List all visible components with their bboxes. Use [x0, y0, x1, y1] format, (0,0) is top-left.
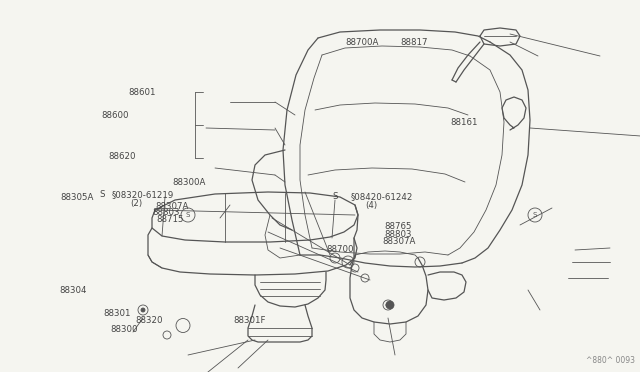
Text: 88300A: 88300A: [173, 178, 206, 187]
Text: 88161: 88161: [450, 118, 477, 127]
Text: 88600: 88600: [101, 111, 129, 120]
Circle shape: [386, 301, 394, 309]
Text: 88817: 88817: [400, 38, 428, 47]
Text: 88320: 88320: [136, 316, 163, 325]
Text: §08420-61242: §08420-61242: [351, 192, 413, 201]
Text: (2): (2): [130, 199, 142, 208]
Circle shape: [141, 308, 145, 312]
Text: 88715: 88715: [157, 215, 184, 224]
Text: 88700A: 88700A: [346, 38, 379, 47]
Text: 88803: 88803: [384, 230, 412, 239]
Circle shape: [386, 303, 390, 307]
Text: S: S: [100, 190, 106, 199]
Text: 88304: 88304: [59, 286, 86, 295]
Text: 88307A: 88307A: [155, 202, 188, 211]
Text: 88301F: 88301F: [234, 316, 266, 325]
Text: 88803: 88803: [152, 208, 180, 217]
Text: §08320-61219: §08320-61219: [112, 190, 174, 199]
Text: 88620: 88620: [109, 152, 136, 161]
Text: S: S: [186, 212, 190, 218]
Text: 88765: 88765: [384, 222, 412, 231]
Text: 88301: 88301: [104, 309, 131, 318]
Text: S: S: [333, 192, 339, 201]
Text: 88700: 88700: [326, 245, 354, 254]
Text: 88300: 88300: [110, 325, 138, 334]
Text: (4): (4): [365, 201, 377, 210]
Text: 88307A: 88307A: [383, 237, 416, 246]
Text: 88305A: 88305A: [60, 193, 93, 202]
Text: S: S: [533, 212, 537, 218]
Text: ^880^ 0093: ^880^ 0093: [586, 356, 635, 365]
Text: 88601: 88601: [128, 88, 156, 97]
